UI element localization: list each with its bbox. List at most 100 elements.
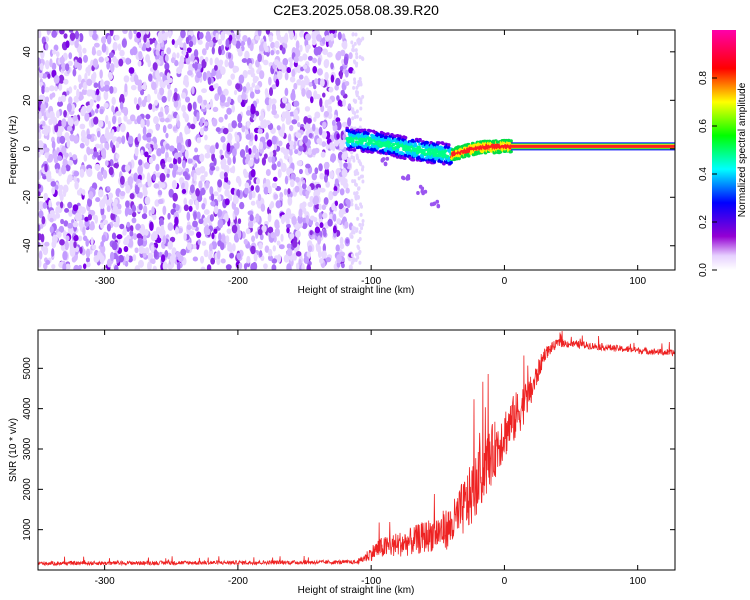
heatmap-cell <box>271 182 276 188</box>
heatmap-cell <box>354 32 358 37</box>
heatmap-cell <box>67 201 73 209</box>
spectrogram-y-tick-label: 20 <box>22 94 33 106</box>
heatmap-cell <box>418 137 422 142</box>
heatmap-cell <box>179 131 183 142</box>
heatmap-cell <box>254 134 258 142</box>
heatmap-cell <box>43 192 48 201</box>
heatmap-cell <box>194 61 198 71</box>
heatmap-cell <box>250 200 256 206</box>
heatmap-cell <box>291 216 297 226</box>
heatmap-cell <box>339 236 344 246</box>
heatmap-cell <box>261 224 267 233</box>
heatmap-cell <box>329 170 334 179</box>
heatmap-cell <box>232 155 236 165</box>
heatmap-cell <box>356 216 360 221</box>
heatmap-cell <box>351 44 355 49</box>
heatmap-cell <box>199 127 205 136</box>
heatmap-cell <box>227 132 233 142</box>
heatmap-cell <box>344 69 349 78</box>
heatmap-cell <box>302 64 308 70</box>
heatmap-cell <box>317 187 321 196</box>
heatmap-cell <box>322 37 326 45</box>
heatmap-cell <box>339 160 343 169</box>
heatmap-cell <box>402 156 407 160</box>
heatmap-cell <box>334 178 339 186</box>
heatmap-cell <box>249 214 254 222</box>
heatmap-cell <box>171 253 177 259</box>
heatmap-cell <box>251 82 256 88</box>
heatmap-cell <box>352 155 356 160</box>
heatmap-cell <box>162 261 168 270</box>
heatmap-cell <box>43 147 50 153</box>
heatmap-cell <box>176 142 182 152</box>
heatmap-cell <box>350 202 354 207</box>
heatmap-cell <box>333 32 337 39</box>
heatmap-cell <box>243 238 248 245</box>
heatmap-cell <box>264 88 269 97</box>
heatmap-cell <box>324 30 329 37</box>
heatmap-cell <box>275 30 281 38</box>
heatmap-cell <box>51 240 57 249</box>
heatmap-cell <box>269 151 274 157</box>
heatmap-cell <box>215 71 220 80</box>
heatmap-cell <box>276 125 281 131</box>
heatmap-cell <box>359 82 363 87</box>
heatmap-cell <box>257 228 263 236</box>
heatmap-cell <box>323 161 330 170</box>
heatmap-cell <box>119 175 125 186</box>
heatmap-cell <box>218 116 224 123</box>
heatmap-cell <box>319 78 325 87</box>
spectrogram-y-tick-label: 0 <box>22 146 33 152</box>
heatmap-cell <box>52 116 58 126</box>
heatmap-cell <box>329 30 336 35</box>
heatmap-cell <box>155 123 160 131</box>
heatmap-cell <box>352 148 357 152</box>
heatmap-cell <box>146 119 150 127</box>
heatmap-cell <box>220 258 226 264</box>
heatmap-cell <box>291 68 296 79</box>
heatmap-cell <box>192 101 197 111</box>
heatmap-cell <box>45 259 51 265</box>
heatmap-cell <box>193 155 199 161</box>
heatmap-cell <box>222 88 229 96</box>
heatmap-cell <box>152 62 158 71</box>
heatmap-cell <box>116 125 120 133</box>
heatmap-cell <box>63 33 68 39</box>
heatmap-cell <box>314 167 319 175</box>
heatmap-cell <box>161 95 167 103</box>
heatmap-cell <box>352 59 356 64</box>
heatmap-cell <box>350 198 354 203</box>
heatmap-cell <box>111 232 117 240</box>
heatmap-cell <box>90 73 96 82</box>
heatmap-cell <box>73 241 77 249</box>
heatmap-cell <box>53 75 60 84</box>
heatmap-cell <box>328 86 334 93</box>
heatmap-cell <box>342 151 349 160</box>
heatmap-cell <box>215 127 221 133</box>
heatmap-cell <box>220 66 226 75</box>
heatmap-cell <box>141 99 147 108</box>
heatmap-cell <box>80 206 86 215</box>
heatmap-cell <box>167 212 171 220</box>
heatmap-cell <box>51 62 57 71</box>
heatmap-cell <box>91 90 96 99</box>
heatmap-cell <box>323 59 330 69</box>
heatmap-cell <box>190 53 195 62</box>
heatmap-cell <box>193 49 199 58</box>
heatmap-cell <box>268 248 273 257</box>
heatmap-cell <box>262 59 269 66</box>
heatmap-cell <box>53 44 59 52</box>
heatmap-cell <box>165 132 169 139</box>
heatmap-cell <box>86 133 92 140</box>
heatmap-cell <box>310 96 314 104</box>
heatmap-cell <box>199 118 203 128</box>
heatmap-cell <box>184 149 189 160</box>
heatmap-cell <box>166 47 172 55</box>
heatmap-cell <box>76 189 81 196</box>
heatmap-cell <box>146 132 152 139</box>
heatmap-cell <box>63 78 69 85</box>
heatmap-cell <box>159 172 166 183</box>
heatmap-cell <box>330 74 335 83</box>
heatmap-cell <box>181 104 187 113</box>
